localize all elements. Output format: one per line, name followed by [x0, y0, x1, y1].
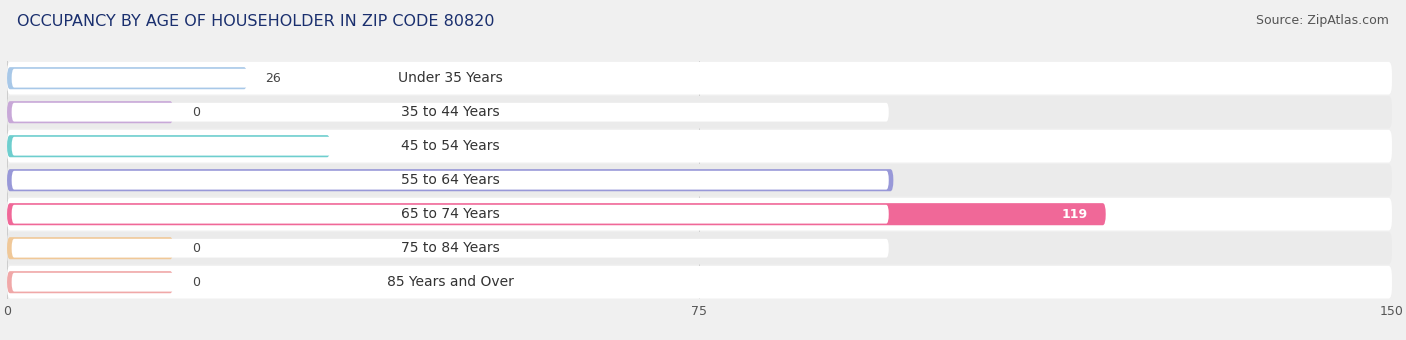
FancyBboxPatch shape: [11, 69, 889, 88]
Text: 45 to 54 Years: 45 to 54 Years: [401, 139, 499, 153]
FancyBboxPatch shape: [7, 266, 1392, 299]
FancyBboxPatch shape: [7, 169, 893, 191]
Text: 0: 0: [191, 242, 200, 255]
Text: Under 35 Years: Under 35 Years: [398, 71, 502, 85]
Text: OCCUPANCY BY AGE OF HOUSEHOLDER IN ZIP CODE 80820: OCCUPANCY BY AGE OF HOUSEHOLDER IN ZIP C…: [17, 14, 495, 29]
FancyBboxPatch shape: [7, 198, 1392, 231]
FancyBboxPatch shape: [11, 273, 889, 292]
FancyBboxPatch shape: [11, 171, 889, 190]
FancyBboxPatch shape: [7, 62, 1392, 95]
FancyBboxPatch shape: [11, 103, 889, 122]
FancyBboxPatch shape: [7, 101, 173, 123]
Text: 85 Years and Over: 85 Years and Over: [387, 275, 513, 289]
Text: 0: 0: [191, 276, 200, 289]
FancyBboxPatch shape: [7, 135, 330, 157]
FancyBboxPatch shape: [7, 164, 1392, 197]
FancyBboxPatch shape: [11, 205, 889, 224]
Text: 96: 96: [858, 174, 875, 187]
FancyBboxPatch shape: [7, 237, 173, 259]
FancyBboxPatch shape: [7, 130, 1392, 163]
FancyBboxPatch shape: [7, 271, 173, 293]
Text: 35: 35: [294, 140, 312, 153]
FancyBboxPatch shape: [11, 239, 889, 258]
Text: 75 to 84 Years: 75 to 84 Years: [401, 241, 499, 255]
Text: Source: ZipAtlas.com: Source: ZipAtlas.com: [1256, 14, 1389, 27]
FancyBboxPatch shape: [7, 67, 247, 89]
Text: 26: 26: [266, 72, 281, 85]
FancyBboxPatch shape: [7, 96, 1392, 129]
Text: 65 to 74 Years: 65 to 74 Years: [401, 207, 499, 221]
FancyBboxPatch shape: [7, 203, 1105, 225]
Text: 0: 0: [191, 106, 200, 119]
Text: 35 to 44 Years: 35 to 44 Years: [401, 105, 499, 119]
FancyBboxPatch shape: [11, 137, 889, 156]
Text: 119: 119: [1062, 208, 1087, 221]
FancyBboxPatch shape: [7, 232, 1392, 265]
Text: 55 to 64 Years: 55 to 64 Years: [401, 173, 499, 187]
